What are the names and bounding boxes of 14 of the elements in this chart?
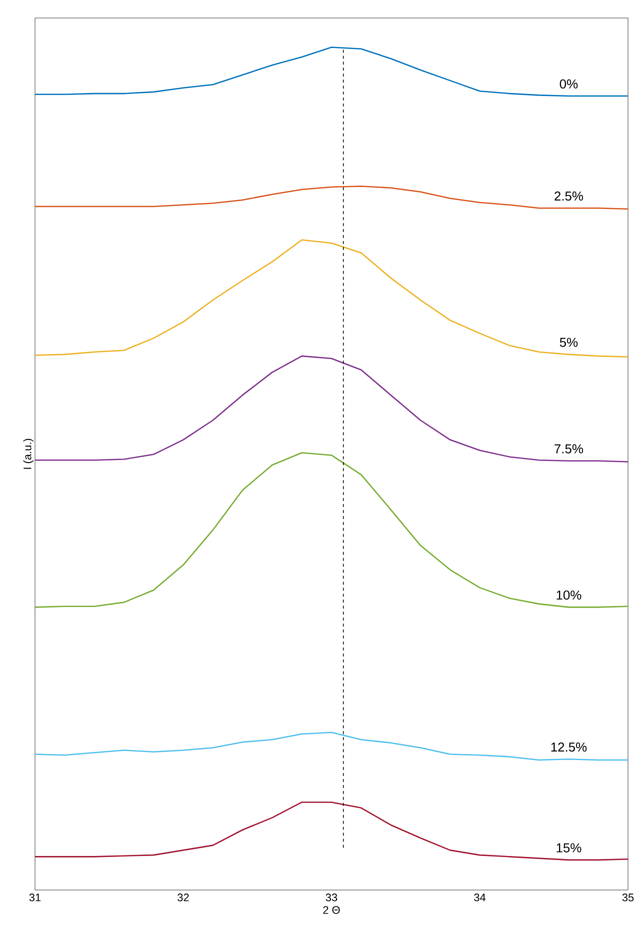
x-tick-label: 33: [326, 894, 338, 902]
series-label: 5%: [560, 338, 578, 347]
x-tick-label: 31: [29, 894, 41, 902]
x-axis-title: 2 Θ: [323, 906, 340, 914]
x-tick-label: 32: [178, 894, 189, 902]
series-label: 15%: [556, 843, 582, 852]
x-tick-label: 35: [622, 894, 634, 902]
series-label: 7.5%: [554, 444, 584, 454]
series-label: 0%: [560, 79, 578, 88]
series-label: 10%: [556, 590, 582, 600]
series-label: 2.5%: [554, 191, 584, 201]
y-axis-title: I (a.u.): [23, 438, 34, 469]
x-tick-label: 34: [474, 894, 486, 902]
series-label: 12.5%: [551, 742, 587, 752]
